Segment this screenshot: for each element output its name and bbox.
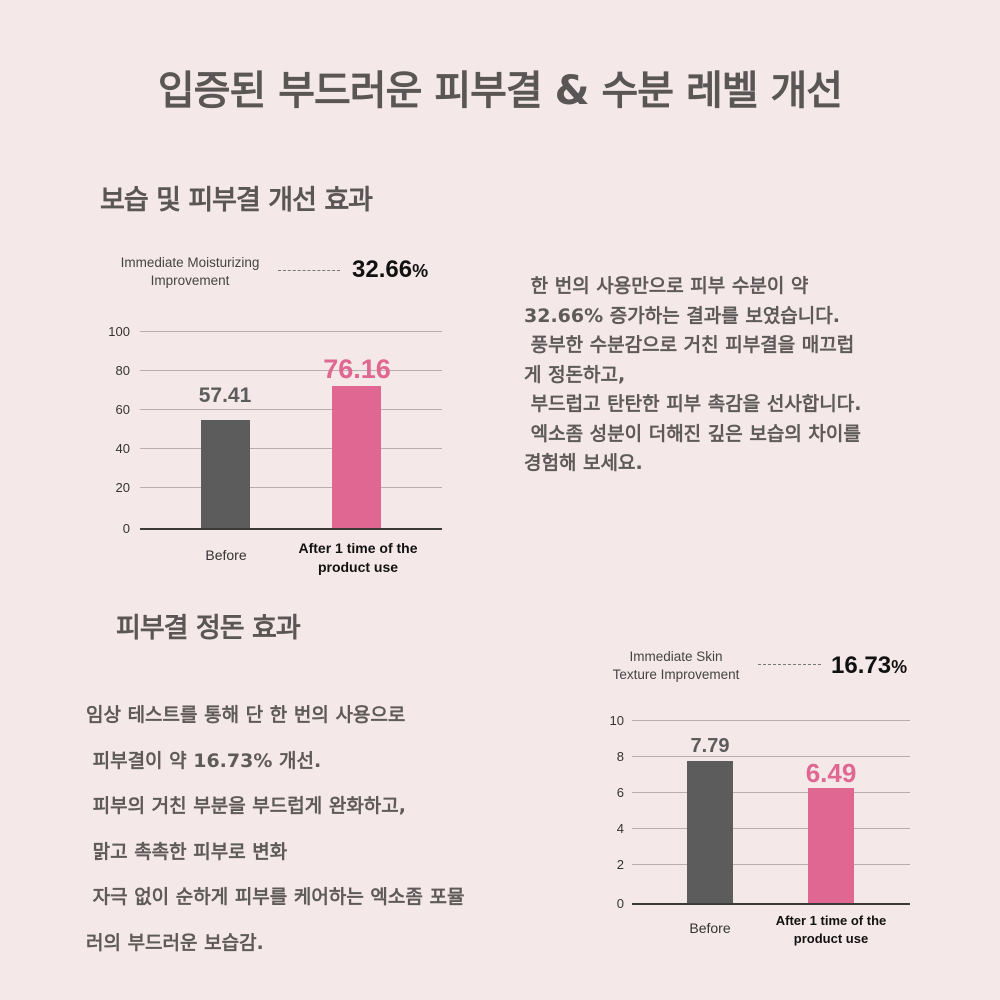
- bar-after: [808, 788, 854, 903]
- section2-paragraph: 임상 테스트를 통해 단 한 번의 사용으로 피부결이 약 16.73% 개선.…: [86, 693, 464, 966]
- chart2-dashed-leader: [758, 664, 821, 665]
- value-label-before: 7.79: [690, 735, 730, 757]
- chart1-title: Immediate Moisturizing Improvement: [100, 254, 280, 290]
- ytick: 60: [115, 402, 130, 417]
- xlabel-after: After 1 time of the product use: [280, 539, 436, 577]
- ytick: 20: [115, 480, 130, 495]
- chart2-title-line1: Immediate Skin: [629, 649, 723, 664]
- bar-after: [332, 386, 381, 528]
- chart2-improvement-value: 16.73: [831, 652, 892, 679]
- gridline: [632, 756, 910, 757]
- xlabel-before: Before: [205, 547, 247, 563]
- xlabel-after: After 1 time of the product use: [756, 912, 906, 948]
- ytick: 6: [616, 785, 624, 800]
- gridline: [140, 331, 442, 332]
- gridline: [140, 487, 442, 488]
- ytick: 0: [616, 896, 624, 911]
- xlabel-after-line1: After 1 time of the: [298, 540, 418, 556]
- chart2-title: Immediate Skin Texture Improvement: [602, 648, 750, 684]
- gridline: [632, 792, 910, 793]
- ytick: 0: [122, 521, 130, 536]
- paragraph-line: 임상 테스트를 통해 단 한 번의 사용으로: [86, 704, 406, 726]
- ytick: 4: [616, 821, 624, 836]
- chart1-improvement: 32.66%: [352, 256, 428, 284]
- xlabel-before: Before: [689, 920, 731, 936]
- gridline: [632, 864, 910, 865]
- gridline: [140, 448, 442, 449]
- chart2-title-line2: Texture Improvement: [612, 667, 740, 682]
- paragraph-line: 풍부한 수분감으로 거친 피부결을 매끄럽: [524, 334, 855, 356]
- ytick: 8: [616, 749, 624, 764]
- chart2-improvement-unit: %: [891, 657, 908, 677]
- gridline: [632, 828, 910, 829]
- paragraph-line: 러의 부드러운 보습감.: [86, 931, 264, 954]
- chart1-title-line2: Improvement: [150, 273, 230, 288]
- chart1-improvement-unit: %: [412, 261, 429, 281]
- section1-paragraph: 한 번의 사용만으로 피부 수분이 약 32.66% 증가하는 결과를 보였습니…: [524, 272, 861, 479]
- section2-heading: 피부결 정돈 효과: [116, 613, 301, 644]
- value-label-before: 57.41: [198, 384, 252, 407]
- xlabel-after-line1: After 1 time of the: [775, 913, 887, 928]
- chart1-dashed-leader: [278, 270, 340, 271]
- paragraph-line: 피부의 거친 부분을 부드럽게 완화하고,: [86, 795, 406, 817]
- bar-before: [201, 420, 250, 528]
- value-label-after: 76.16: [323, 354, 391, 384]
- gridline: [140, 409, 442, 410]
- paragraph-line: 한 번의 사용만으로 피부 수분이 약: [524, 275, 809, 297]
- xlabel-after-line2: product use: [317, 559, 399, 575]
- ytick: 2: [616, 857, 624, 872]
- section1-heading: 보습 및 피부결 개선 효과: [100, 185, 373, 216]
- paragraph-line: 부드럽고 탄탄한 피부 촉감을 선사합니다.: [524, 393, 862, 415]
- ytick: 10: [609, 713, 624, 728]
- ytick: 80: [115, 363, 130, 378]
- chart1-improvement-value: 32.66: [352, 256, 413, 283]
- ytick: 100: [108, 324, 130, 339]
- paragraph-line: 자극 없이 순하게 피부를 케어하는 엑소좀 포뮬: [86, 886, 465, 908]
- x-axis: [632, 903, 910, 905]
- gridline: [632, 720, 910, 721]
- paragraph-line: 경험해 보세요.: [524, 452, 643, 474]
- xlabel-after-line2: product use: [793, 931, 869, 946]
- bar-before: [687, 761, 733, 903]
- paragraph-line: 32.66% 증가하는 결과를 보였습니다.: [524, 304, 840, 327]
- paragraph-line: 엑소좀 성분이 더해진 깊은 보습의 차이를: [524, 422, 861, 445]
- value-label-after: 6.49: [805, 758, 857, 788]
- ytick: 40: [115, 441, 130, 456]
- chart1-title-line1: Immediate Moisturizing: [120, 255, 260, 270]
- page-title: 입증된 부드러운 피부결 & 수분 레벨 개선: [157, 68, 843, 114]
- chart2-improvement: 16.73%: [831, 652, 907, 680]
- paragraph-line: 맑고 촉촉한 피부로 변화: [86, 840, 288, 863]
- paragraph-line: 게 정돈하고,: [524, 363, 626, 386]
- x-axis: [140, 528, 442, 530]
- paragraph-line: 피부결이 약 16.73% 개선.: [86, 749, 322, 772]
- gridline: [140, 370, 442, 371]
